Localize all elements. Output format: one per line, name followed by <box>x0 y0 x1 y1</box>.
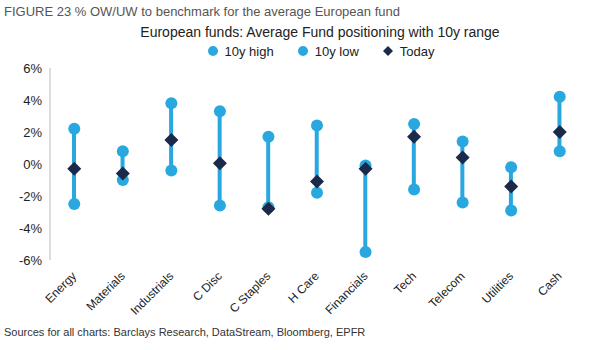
svg-text:-4%: -4% <box>19 221 43 236</box>
svg-text:Energy: Energy <box>42 269 79 306</box>
svg-text:-2%: -2% <box>19 189 43 204</box>
svg-text:6%: 6% <box>23 61 42 76</box>
svg-text:2%: 2% <box>23 125 42 140</box>
html-text:10y low: 10y low <box>314 43 359 59</box>
svg-text:Financials: Financials <box>322 269 370 317</box>
svg-text:Telecom: Telecom <box>426 269 467 310</box>
html-text:10y high: 10y high <box>224 43 274 59</box>
html-text:European funds: Average Fund p: European funds: Average Fund positioning… <box>140 24 500 40</box>
svg-text:C Staples: C Staples <box>227 269 274 316</box>
svg-text:Cash: Cash <box>535 269 565 299</box>
svg-text:Industrials: Industrials <box>128 269 177 318</box>
html-text:Today: Today <box>399 43 435 59</box>
svg-text:C Disc: C Disc <box>190 269 225 304</box>
svg-text:H Care: H Care <box>285 269 322 306</box>
svg-text:4%: 4% <box>23 93 42 108</box>
svg-text:Materials: Materials <box>83 269 127 313</box>
svg-text:0%: 0% <box>23 157 42 172</box>
html-text:FIGURE 23 % OW/UW to benchmark: FIGURE 23 % OW/UW to benchmark for the a… <box>4 4 400 19</box>
svg-text:Tech: Tech <box>391 269 419 297</box>
svg-text:Utilities: Utilities <box>479 269 516 306</box>
svg-text:-6%: -6% <box>19 253 43 268</box>
html-text:Sources for all charts: Barcla: Sources for all charts: Barclays Researc… <box>4 326 366 338</box>
